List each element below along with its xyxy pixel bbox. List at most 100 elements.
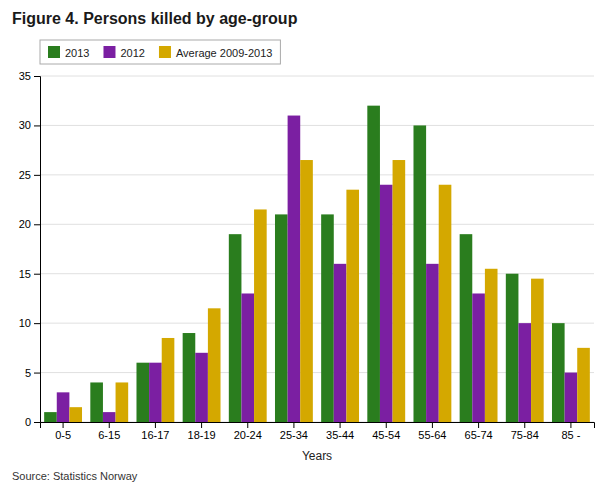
x-tick: 6-15 [98,422,120,441]
y-tick-label: 30 [19,119,31,131]
plot: 0 5 10 15 20 25 30 35 0-5 6-15 16-17 18-19 20-24 25-3… [19,70,595,463]
x-tick: 20-24 [234,422,262,441]
bar [208,308,221,422]
bar [195,353,208,422]
x-tick-label: 65-74 [465,429,493,441]
bar [485,269,498,422]
x-tick-line [570,422,571,428]
y-tick-label: 25 [19,169,31,181]
bar [565,373,578,422]
x-tick-label: 20-24 [234,429,262,441]
bar [183,333,196,422]
bar [506,274,519,422]
y-tick: 30 [19,119,40,131]
bar [552,323,565,422]
x-tick-line [109,422,110,428]
legend: 2013 2012 Average 2009-2013 [40,40,280,64]
bar [288,116,301,422]
bar [577,348,590,422]
legend-swatch [103,46,115,58]
bar [460,234,473,422]
y-tick-label: 35 [19,70,31,82]
x-tick-line [432,422,433,428]
grid-line [40,76,594,77]
legend-item: Average 2009-2013 [159,46,272,59]
legend-swatch [159,46,171,58]
x-tick-label: 85 - [561,429,580,441]
x-tick: 75-84 [511,422,539,441]
x-tick: 25-34 [280,422,308,441]
y-tick-label: 10 [19,317,31,329]
bar [57,392,70,422]
legend-label: Average 2009-2013 [176,47,272,59]
x-tick: 85 - [561,422,580,441]
bar [103,412,116,422]
x-tick-label: 16-17 [141,429,169,441]
bar [346,190,359,422]
y-tick: 35 [19,70,40,82]
x-tick-label: 25-34 [280,429,308,441]
bar [44,412,57,422]
bar [393,160,406,422]
x-tick-label: 55-64 [418,429,446,441]
y-tick-line [34,323,40,324]
bar [116,382,129,422]
x-tick: 55-64 [418,422,446,441]
x-tick-label: 35-44 [326,429,354,441]
x-tick-line [247,422,248,428]
bar [531,279,544,422]
x-tick-line [63,422,64,428]
x-tick-line [524,422,525,428]
bar [300,160,313,422]
x-tick: 35-44 [326,422,354,441]
y-tick-line [34,224,40,225]
y-tick-label: 0 [25,416,31,428]
y-tick: 0 [25,416,40,428]
grid-line [40,174,594,175]
x-axis-title: Years [302,449,332,463]
y-tick-line [34,175,40,176]
bar [472,293,485,422]
x-tick-label: 18-19 [188,429,216,441]
bar [149,363,162,422]
x-tick: 0-5 [55,422,71,441]
bar [162,338,175,422]
x-tick-line [155,422,156,428]
chart: Figure 4. Persons killed by age-group051… [0,0,610,488]
bar [136,363,149,422]
y-tick-line [34,76,40,77]
x-tick: 45-54 [372,422,400,441]
bar [69,407,82,422]
annotation: Source: Statistics Norway [12,470,138,482]
y-tick: 25 [19,169,40,181]
bar [275,214,288,422]
y-tick-label: 15 [19,268,31,280]
bar [380,185,393,422]
x-axis: 0-5 6-15 16-17 18-19 20-24 25-34 35-44 45-54 55-… [41,422,595,441]
y-tick: 5 [25,367,40,379]
legend-frame [40,40,280,64]
bar [241,293,254,422]
x-tick-line [386,422,387,428]
y-tick-line [34,422,40,423]
bar [90,382,103,422]
bar [229,234,242,422]
y-axis: 0 5 10 15 20 25 30 35 [19,70,41,428]
legend-item: 2013 [48,46,89,59]
axis-domain [41,423,595,429]
legend-swatch [48,46,60,58]
legend-label: 2012 [120,47,144,59]
y-tick-label: 5 [25,367,31,379]
grid [40,76,594,422]
bar [367,106,380,422]
legend-item: 2012 [103,46,144,59]
x-tick-label: 45-54 [372,429,400,441]
bar [518,323,531,422]
x-tick: 18-19 [188,422,216,441]
y-tick: 20 [19,218,40,230]
x-tick: 65-74 [465,422,493,441]
bar [254,209,267,422]
axis-domain [34,77,41,423]
series [44,106,564,422]
bars [44,106,590,422]
